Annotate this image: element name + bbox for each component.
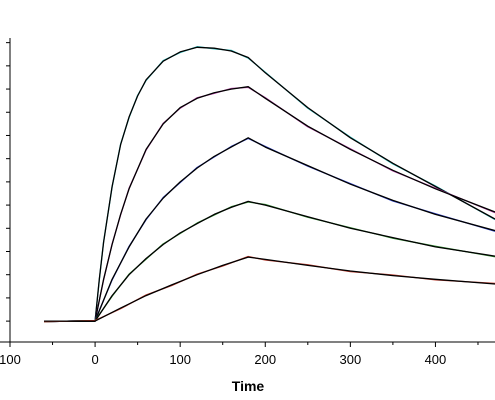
series-2-data-line [43,137,495,323]
x-tick-label-3: 200 [254,352,276,367]
series-3-data-line [43,201,495,323]
series-1-data-line [43,86,495,323]
x-tick-label-0: 100 [0,352,21,367]
x-tick-label-2: 100 [169,352,191,367]
series-layer [43,46,495,323]
x-axis-title: Time [232,378,265,394]
series-4-fit-line [44,256,495,322]
x-tick-label-1: 0 [91,352,98,367]
series-4-data-line [43,255,495,323]
series-3-fit-line [44,200,495,322]
x-tick-label-5: 400 [425,352,447,367]
y-axis [6,38,11,342]
x-axis: 100 0 100 200 300 400 [0,341,495,367]
series-2-fit-line [44,137,495,322]
series-1-fit-line [44,86,495,322]
x-tick-label-4: 300 [339,352,361,367]
series-0-fit-line [44,46,495,322]
